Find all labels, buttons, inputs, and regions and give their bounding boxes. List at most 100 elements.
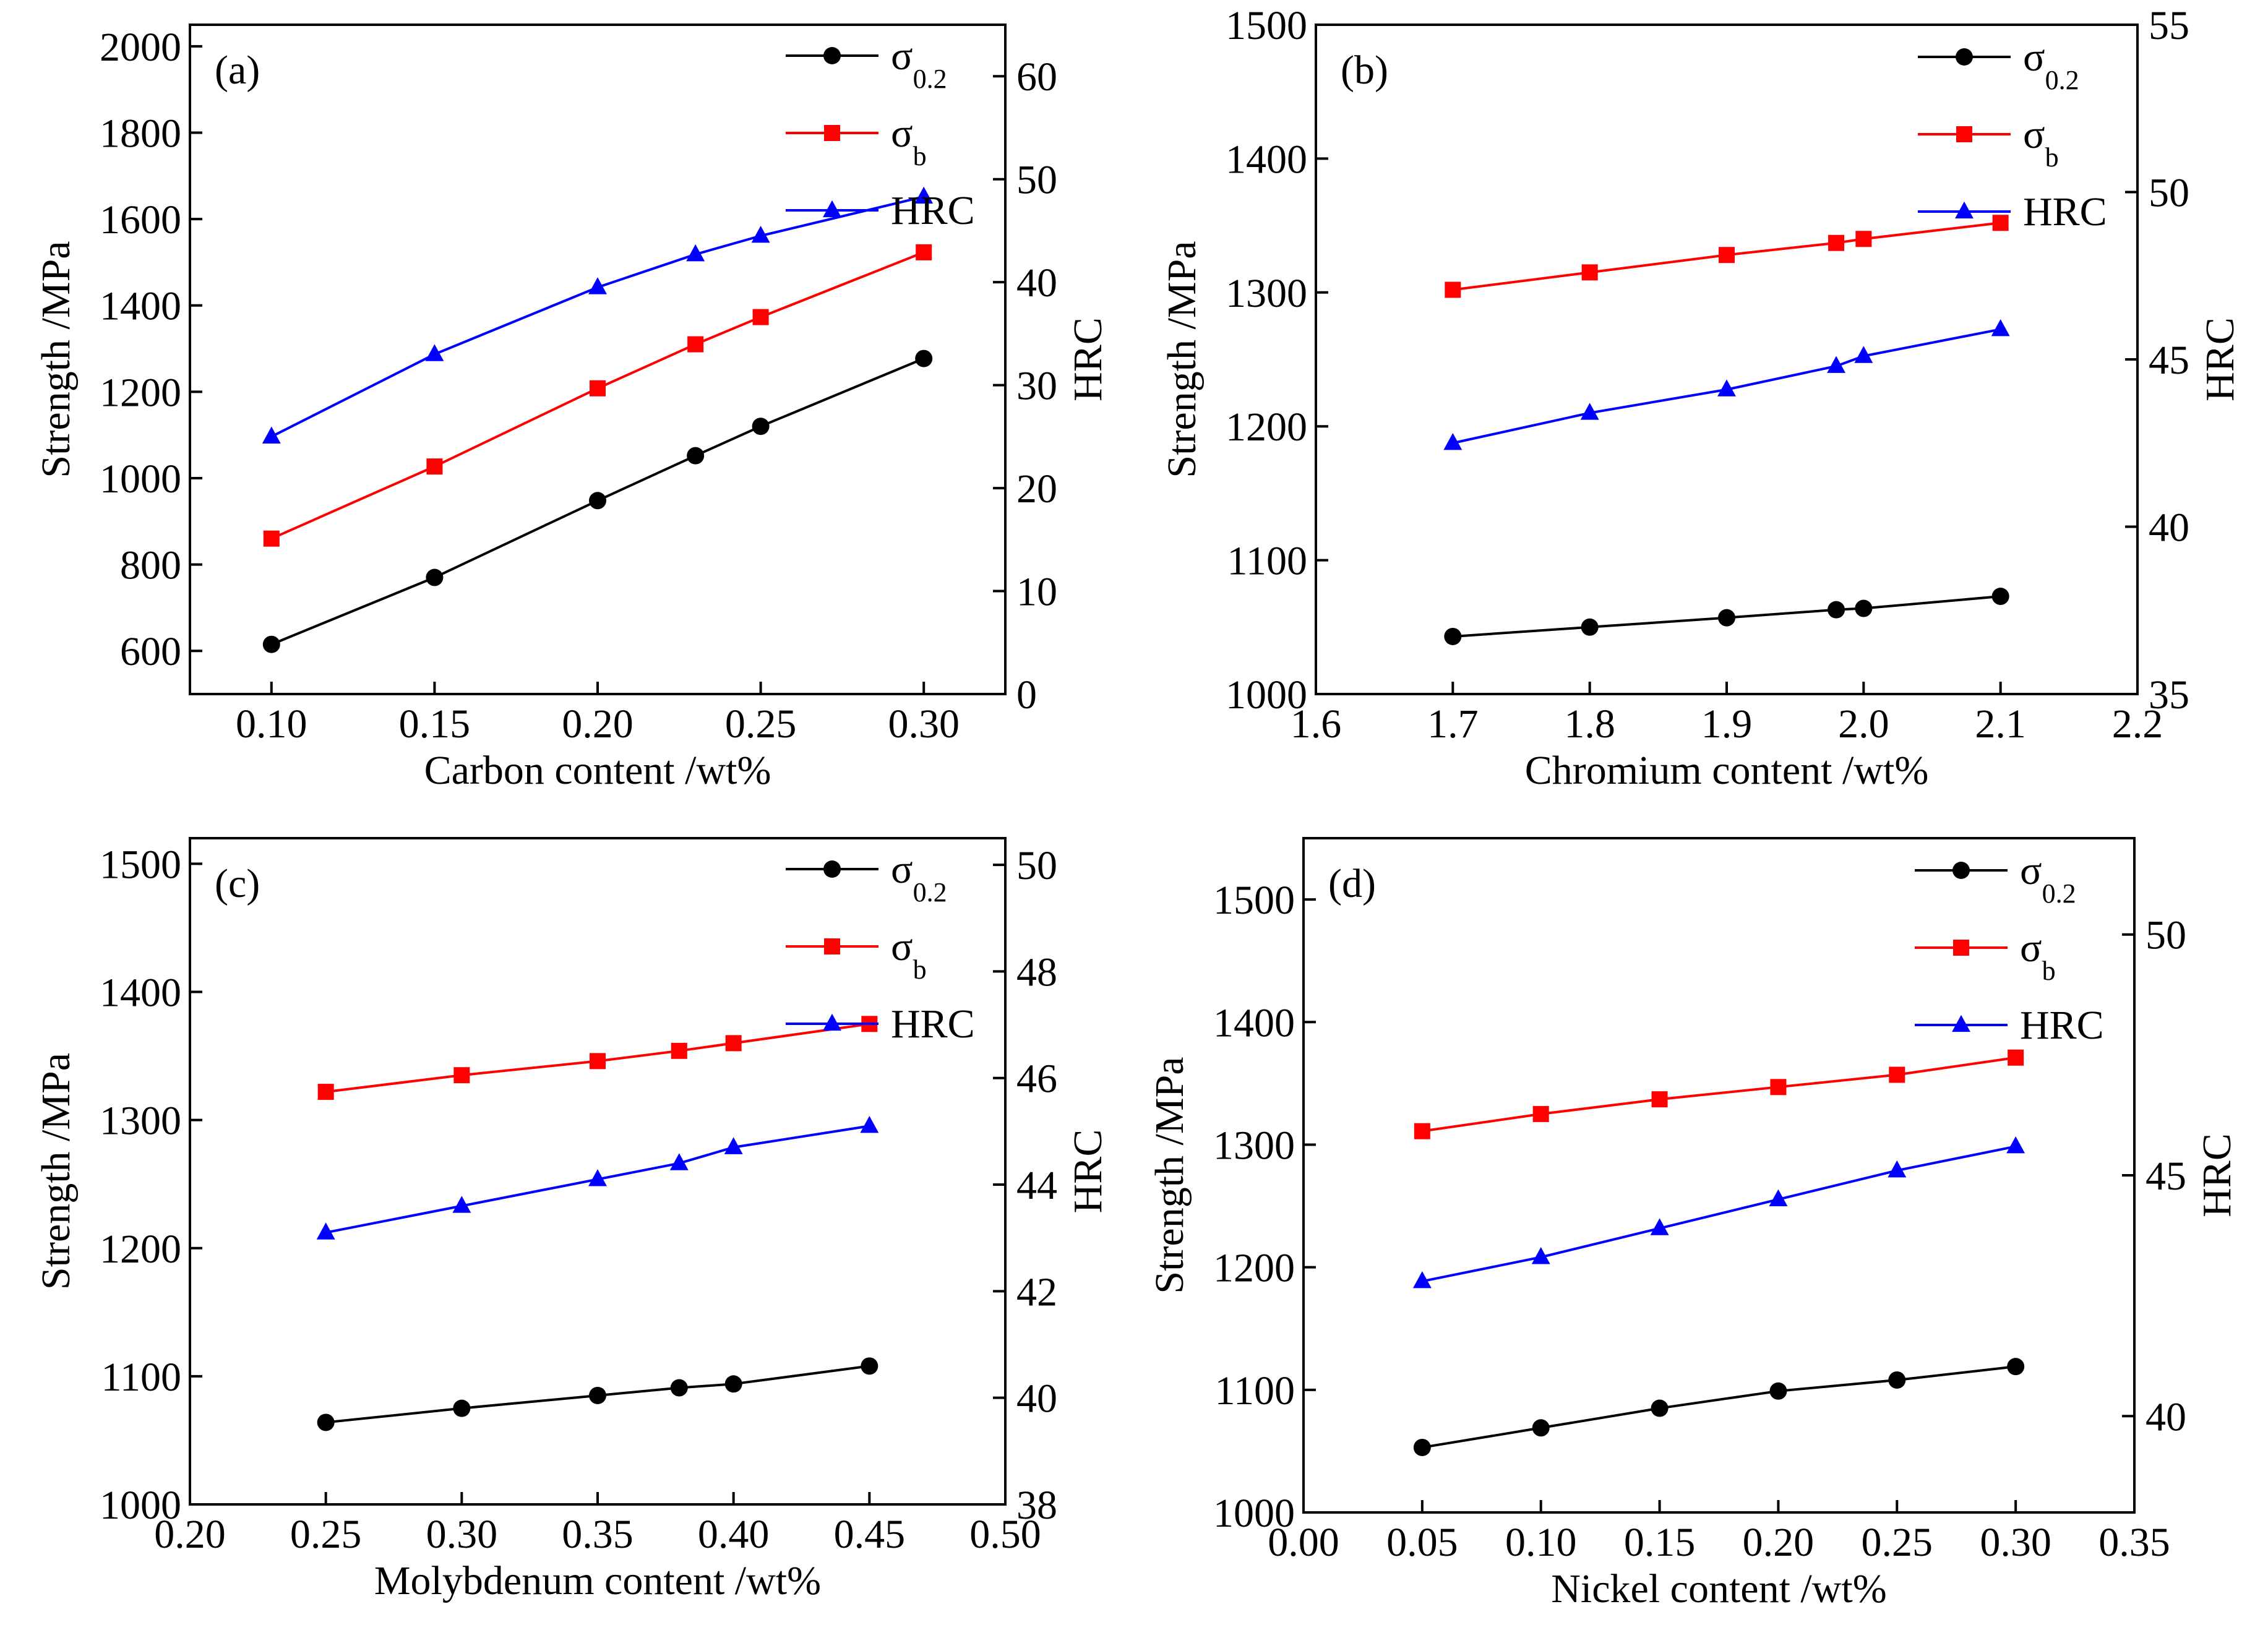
y-tick-label: 1200 (1226, 405, 1307, 450)
legend-label: σb (2020, 925, 2056, 986)
legend-item-sigmab: σb (786, 111, 927, 171)
x-tick-label: 2.1 (1975, 701, 2026, 747)
legend-label: σ0.2 (891, 33, 947, 94)
x-tick-label: 0.50 (969, 1512, 1041, 1557)
data-point (1717, 379, 1736, 397)
legend-item-hrc: HRC (1918, 189, 2107, 234)
panel-label: (d) (1328, 861, 1376, 906)
y2-tick-label: 40 (2146, 1394, 2186, 1439)
legend-marker (824, 125, 840, 141)
y-tick-label: 1100 (101, 1355, 181, 1400)
series-sigmab (1414, 1049, 2024, 1139)
y2-tick-label: 50 (1016, 158, 1057, 203)
data-point (1444, 627, 1462, 645)
x-tick-label: 2.0 (1838, 701, 1889, 747)
data-point (2007, 1358, 2025, 1376)
series-hrc (1443, 319, 2010, 450)
legend-label: σ0.2 (891, 847, 947, 907)
data-point (426, 568, 444, 586)
data-point (1651, 1399, 1669, 1417)
legend: σ0.2 σb HRC (1918, 35, 2107, 234)
legend-marker (1953, 940, 1969, 956)
data-point (915, 349, 933, 367)
y-tick-label: 1500 (1226, 3, 1307, 48)
data-point (453, 1067, 470, 1084)
data-point (316, 1222, 335, 1240)
legend-marker (1956, 126, 1972, 142)
x-axis-label: Carbon content /wt% (424, 748, 771, 793)
y2-tick-label: 50 (2149, 171, 2189, 216)
y2-tick-label: 40 (1016, 260, 1057, 306)
data-point (1580, 403, 1599, 420)
data-point (1828, 234, 1845, 251)
y2-tick-label: 42 (1016, 1269, 1057, 1314)
legend-marker (1952, 1014, 1970, 1032)
data-point (1889, 1066, 1905, 1083)
data-point (452, 1196, 471, 1213)
y-tick-label: 1800 (100, 111, 181, 157)
x-tick-label: 0.15 (399, 701, 471, 747)
y2-axis-label: HRC (2197, 317, 2243, 401)
y2-tick-label: 20 (1016, 466, 1057, 512)
y2-tick-label: 30 (1016, 364, 1057, 409)
data-point (2008, 1049, 2024, 1066)
panel-label: (c) (215, 861, 260, 906)
y2-tick-label: 45 (2146, 1154, 2186, 1199)
y-axis-label: Strength /MPa (1159, 241, 1205, 478)
data-point (861, 1357, 878, 1375)
data-point (1769, 1382, 1787, 1400)
series-sigma02 (262, 349, 933, 653)
y2-tick-label: 46 (1016, 1057, 1057, 1102)
data-point (724, 1375, 742, 1393)
series-line (1453, 221, 2001, 291)
legend-label: σb (2023, 112, 2059, 173)
data-point (1443, 432, 1463, 450)
legend-marker (824, 938, 840, 954)
chart-panel-d: 0.00 0.05 0.10 0.15 0.20 0.25 0.30 0.35 1000 1100… (1147, 837, 2240, 1611)
data-point (1445, 281, 1461, 298)
y2-tick-label: 50 (2146, 913, 2186, 958)
panel-label: (a) (215, 48, 260, 93)
series-sigma02 (1413, 1358, 2025, 1456)
data-point (669, 1153, 689, 1170)
series-line (270, 195, 924, 438)
series-line (271, 357, 924, 646)
legend-marker (1955, 201, 1974, 219)
data-point (1827, 356, 1846, 373)
data-point (317, 1084, 334, 1100)
data-point (1770, 1079, 1787, 1096)
y-tick-label: 1400 (1226, 137, 1307, 182)
data-point (2006, 1136, 2025, 1154)
x-tick-label: 0.10 (1505, 1520, 1577, 1565)
series-line (1453, 595, 2001, 638)
x-tick-label: 0.20 (154, 1512, 226, 1557)
legend: σ0.2 σb HRC (786, 847, 975, 1047)
legend-item-hrc: HRC (1915, 1003, 2104, 1048)
legend-label: HRC (891, 188, 975, 233)
legend-item-sigmab: σb (786, 924, 927, 985)
data-point (860, 1115, 879, 1133)
y-axis-label: Strength /MPa (1147, 1057, 1192, 1293)
x-tick-label: 2.2 (2112, 701, 2163, 747)
y-tick-label: 1500 (100, 842, 181, 887)
series-hrc (1412, 1136, 2025, 1289)
x-tick-label: 0.30 (888, 701, 960, 747)
data-point (453, 1399, 471, 1417)
legend-item-sigma02: σ0.2 (786, 847, 947, 907)
data-point (1581, 264, 1598, 281)
data-point (262, 635, 280, 653)
data-point (262, 426, 281, 444)
x-axis-label: Chromium content /wt% (1525, 748, 1929, 793)
data-point (1651, 1091, 1668, 1108)
y-tick-label: 1000 (100, 1483, 181, 1528)
legend-label: HRC (2023, 189, 2107, 234)
x-tick-label: 0.20 (1743, 1520, 1815, 1565)
data-point (317, 1413, 335, 1431)
y-tick-label: 1200 (100, 1227, 181, 1272)
data-point (263, 530, 280, 547)
series-sigmab (317, 1016, 878, 1100)
x-axis-label: Nickel content /wt% (1551, 1566, 1887, 1611)
y2-tick-label: 45 (2149, 338, 2189, 383)
y-tick-label: 1400 (100, 284, 181, 329)
y-tick-label: 1000 (100, 457, 181, 502)
